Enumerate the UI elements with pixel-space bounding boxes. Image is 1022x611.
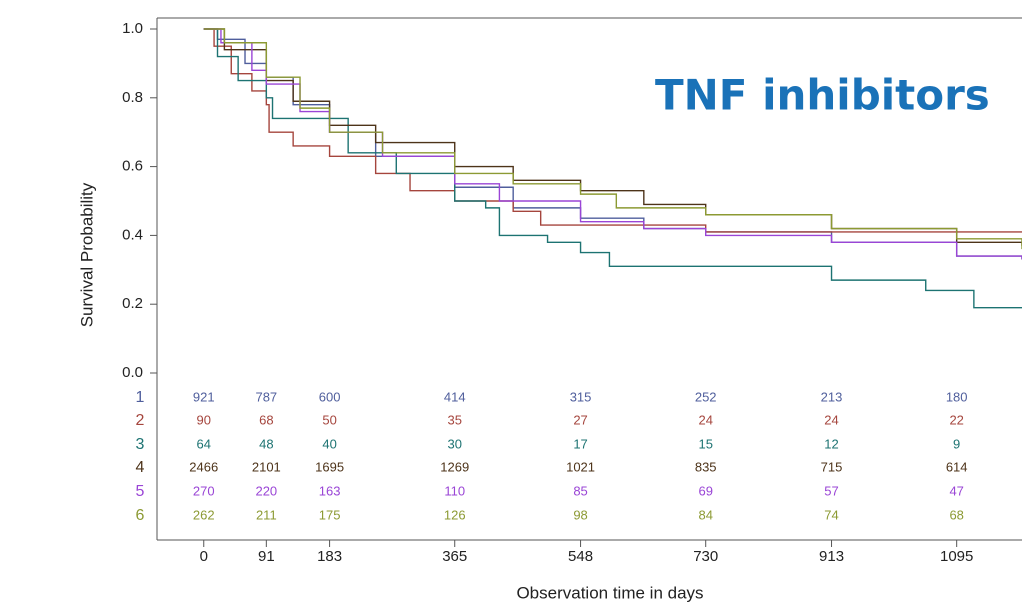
risk-row-label: 3 — [136, 436, 145, 453]
at-risk-count: 98 — [573, 507, 587, 522]
at-risk-count: 2466 — [189, 459, 218, 474]
at-risk-count: 27 — [573, 412, 587, 427]
at-risk-count: 17 — [573, 436, 587, 451]
x-axis-label: Observation time in days — [516, 583, 703, 602]
survival-curve — [203, 28, 1022, 309]
at-risk-count: 252 — [695, 389, 717, 404]
at-risk-count: 600 — [319, 389, 341, 404]
at-risk-count: 12 — [824, 436, 838, 451]
survival-curve — [203, 28, 1022, 233]
at-risk-count: 9 — [953, 436, 960, 451]
at-risk-count: 68 — [949, 507, 963, 522]
at-risk-count: 220 — [255, 483, 277, 498]
at-risk-count: 50 — [322, 412, 336, 427]
at-risk-count: 787 — [255, 389, 277, 404]
chart-title: TNF inhibitors — [655, 71, 990, 120]
x-tick-label: 1095 — [940, 548, 973, 565]
y-tick-label: 0.8 — [122, 89, 143, 106]
at-risk-count: 64 — [197, 436, 211, 451]
at-risk-count: 211 — [256, 507, 277, 522]
x-tick-label: 183 — [317, 548, 342, 565]
at-risk-count: 315 — [570, 389, 592, 404]
y-tick-label: 0.4 — [122, 226, 143, 243]
at-risk-count: 68 — [259, 412, 273, 427]
at-risk-count: 180 — [946, 389, 968, 404]
y-tick-label: 1.0 — [122, 20, 143, 37]
at-risk-count: 110 — [444, 483, 465, 498]
y-tick-label: 0.6 — [122, 158, 143, 175]
at-risk-count: 57 — [824, 483, 838, 498]
at-risk-count: 1695 — [315, 459, 344, 474]
at-risk-count: 24 — [698, 412, 712, 427]
x-tick-label: 365 — [442, 548, 467, 565]
at-risk-count: 614 — [946, 459, 968, 474]
survival-curve — [203, 28, 1022, 250]
risk-row-label: 4 — [136, 459, 145, 476]
y-tick-label: 0.2 — [122, 295, 143, 312]
survival-curve — [203, 28, 1022, 246]
at-risk-count: 69 — [698, 483, 712, 498]
at-risk-count: 262 — [193, 507, 215, 522]
at-risk-count: 48 — [259, 436, 273, 451]
x-tick-label: 91 — [258, 548, 275, 565]
at-risk-count: 270 — [193, 483, 215, 498]
at-risk-count: 175 — [319, 507, 341, 522]
at-risk-count: 24 — [824, 412, 838, 427]
at-risk-count: 163 — [319, 483, 341, 498]
at-risk-count: 85 — [573, 483, 587, 498]
at-risk-count: 414 — [444, 389, 466, 404]
risk-row-label: 2 — [136, 412, 145, 429]
at-risk-count: 1021 — [566, 459, 595, 474]
at-risk-count: 715 — [821, 459, 843, 474]
at-risk-count: 84 — [698, 507, 712, 522]
at-risk-count: 921 — [193, 389, 215, 404]
at-risk-count: 2101 — [252, 459, 281, 474]
at-risk-count: 30 — [447, 436, 461, 451]
at-risk-count: 1269 — [440, 459, 469, 474]
at-risk-count: 15 — [698, 436, 712, 451]
x-tick-label: 548 — [568, 548, 593, 565]
y-tick-label: 0.0 — [122, 364, 143, 381]
x-tick-label: 913 — [819, 548, 844, 565]
x-tick-label: 730 — [693, 548, 718, 565]
at-risk-count: 213 — [821, 389, 843, 404]
risk-row-label: 6 — [136, 507, 145, 524]
at-risk-count: 47 — [949, 483, 963, 498]
at-risk-count: 126 — [444, 507, 466, 522]
at-risk-count: 90 — [197, 412, 211, 427]
risk-row-label: 5 — [136, 483, 145, 500]
x-tick-label: 0 — [200, 548, 208, 565]
survival-curve — [203, 28, 1022, 260]
at-risk-count: 22 — [949, 412, 963, 427]
risk-row-label: 1 — [136, 389, 145, 406]
at-risk-count: 835 — [695, 459, 717, 474]
at-risk-count: 40 — [322, 436, 336, 451]
at-risk-count: 35 — [447, 412, 461, 427]
at-risk-count: 74 — [824, 507, 838, 522]
y-axis-label: Survival Probability — [77, 182, 96, 327]
